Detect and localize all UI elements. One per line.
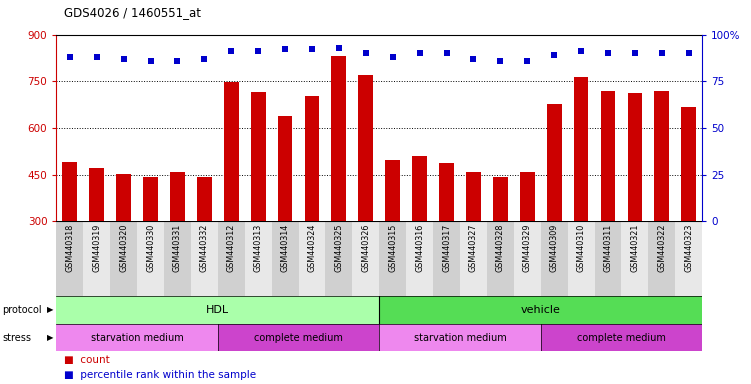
Text: GSM440310: GSM440310 bbox=[577, 223, 586, 272]
Bar bbox=[574, 76, 589, 314]
Text: GSM440332: GSM440332 bbox=[200, 223, 209, 272]
Text: complete medium: complete medium bbox=[577, 333, 666, 343]
Bar bbox=[681, 107, 696, 314]
Bar bbox=[541, 324, 702, 351]
Bar bbox=[541, 221, 568, 296]
Bar bbox=[433, 221, 460, 296]
Bar bbox=[110, 221, 137, 296]
Text: starvation medium: starvation medium bbox=[414, 333, 506, 343]
Bar bbox=[493, 177, 508, 314]
Text: GSM440312: GSM440312 bbox=[227, 223, 236, 272]
Text: complete medium: complete medium bbox=[254, 333, 343, 343]
Bar bbox=[547, 104, 562, 314]
Text: GSM440317: GSM440317 bbox=[442, 223, 451, 272]
Bar bbox=[83, 221, 110, 296]
Bar bbox=[379, 221, 406, 296]
Bar bbox=[325, 221, 352, 296]
Bar bbox=[622, 221, 648, 296]
Bar bbox=[520, 172, 535, 314]
Bar bbox=[164, 221, 191, 296]
Bar bbox=[143, 177, 158, 314]
Text: GSM440309: GSM440309 bbox=[550, 223, 559, 272]
Text: GSM440329: GSM440329 bbox=[523, 223, 532, 272]
Bar bbox=[56, 324, 218, 351]
Text: starvation medium: starvation medium bbox=[91, 333, 183, 343]
Text: GSM440327: GSM440327 bbox=[469, 223, 478, 272]
Bar bbox=[137, 221, 164, 296]
Text: HDL: HDL bbox=[207, 305, 229, 315]
Bar bbox=[224, 82, 239, 314]
Bar bbox=[116, 174, 131, 314]
Text: GSM440321: GSM440321 bbox=[630, 223, 639, 272]
Bar bbox=[514, 221, 541, 296]
Text: GSM440319: GSM440319 bbox=[92, 223, 101, 272]
Bar bbox=[675, 221, 702, 296]
Text: GDS4026 / 1460551_at: GDS4026 / 1460551_at bbox=[64, 6, 201, 19]
Bar bbox=[385, 160, 400, 314]
Bar bbox=[305, 96, 319, 314]
Bar bbox=[439, 163, 454, 314]
Text: GSM440331: GSM440331 bbox=[173, 223, 182, 272]
Text: ▶: ▶ bbox=[47, 305, 54, 314]
Text: GSM440325: GSM440325 bbox=[334, 223, 343, 272]
Text: ■  percentile rank within the sample: ■ percentile rank within the sample bbox=[64, 370, 256, 380]
Text: GSM440324: GSM440324 bbox=[307, 223, 316, 272]
Bar bbox=[191, 221, 218, 296]
Bar bbox=[89, 168, 104, 314]
Text: GSM440315: GSM440315 bbox=[388, 223, 397, 272]
Bar bbox=[460, 221, 487, 296]
Bar bbox=[245, 221, 272, 296]
Bar bbox=[412, 157, 427, 314]
Bar bbox=[218, 221, 245, 296]
Bar bbox=[56, 296, 379, 324]
Text: GSM440313: GSM440313 bbox=[254, 223, 263, 272]
Text: GSM440314: GSM440314 bbox=[281, 223, 290, 272]
Bar bbox=[299, 221, 325, 296]
Bar bbox=[358, 75, 373, 314]
Text: GSM440323: GSM440323 bbox=[684, 223, 693, 272]
Bar bbox=[197, 177, 212, 314]
Text: GSM440330: GSM440330 bbox=[146, 223, 155, 272]
Text: GSM440318: GSM440318 bbox=[65, 223, 74, 272]
Bar bbox=[648, 221, 675, 296]
Bar bbox=[379, 324, 541, 351]
Bar bbox=[218, 324, 379, 351]
Bar bbox=[272, 221, 299, 296]
Bar bbox=[406, 221, 433, 296]
Bar bbox=[601, 91, 615, 314]
Text: GSM440326: GSM440326 bbox=[361, 223, 370, 272]
Text: GSM440320: GSM440320 bbox=[119, 223, 128, 272]
Bar bbox=[170, 172, 185, 314]
Text: GSM440328: GSM440328 bbox=[496, 223, 505, 272]
Bar bbox=[62, 162, 77, 314]
Bar bbox=[568, 221, 595, 296]
Bar bbox=[595, 221, 622, 296]
Bar bbox=[56, 221, 83, 296]
Text: GSM440316: GSM440316 bbox=[415, 223, 424, 272]
Bar bbox=[251, 92, 266, 314]
Text: GSM440322: GSM440322 bbox=[657, 223, 666, 272]
Bar bbox=[352, 221, 379, 296]
Bar bbox=[331, 56, 346, 314]
Text: ▶: ▶ bbox=[47, 333, 54, 342]
Text: stress: stress bbox=[2, 333, 32, 343]
Bar bbox=[628, 93, 642, 314]
Text: ■  count: ■ count bbox=[64, 356, 110, 366]
Text: protocol: protocol bbox=[2, 305, 42, 315]
Bar bbox=[379, 296, 702, 324]
Text: GSM440311: GSM440311 bbox=[604, 223, 613, 272]
Bar bbox=[654, 91, 669, 314]
Text: vehicle: vehicle bbox=[520, 305, 561, 315]
Bar bbox=[487, 221, 514, 296]
Bar bbox=[278, 116, 292, 314]
Bar bbox=[466, 172, 481, 314]
